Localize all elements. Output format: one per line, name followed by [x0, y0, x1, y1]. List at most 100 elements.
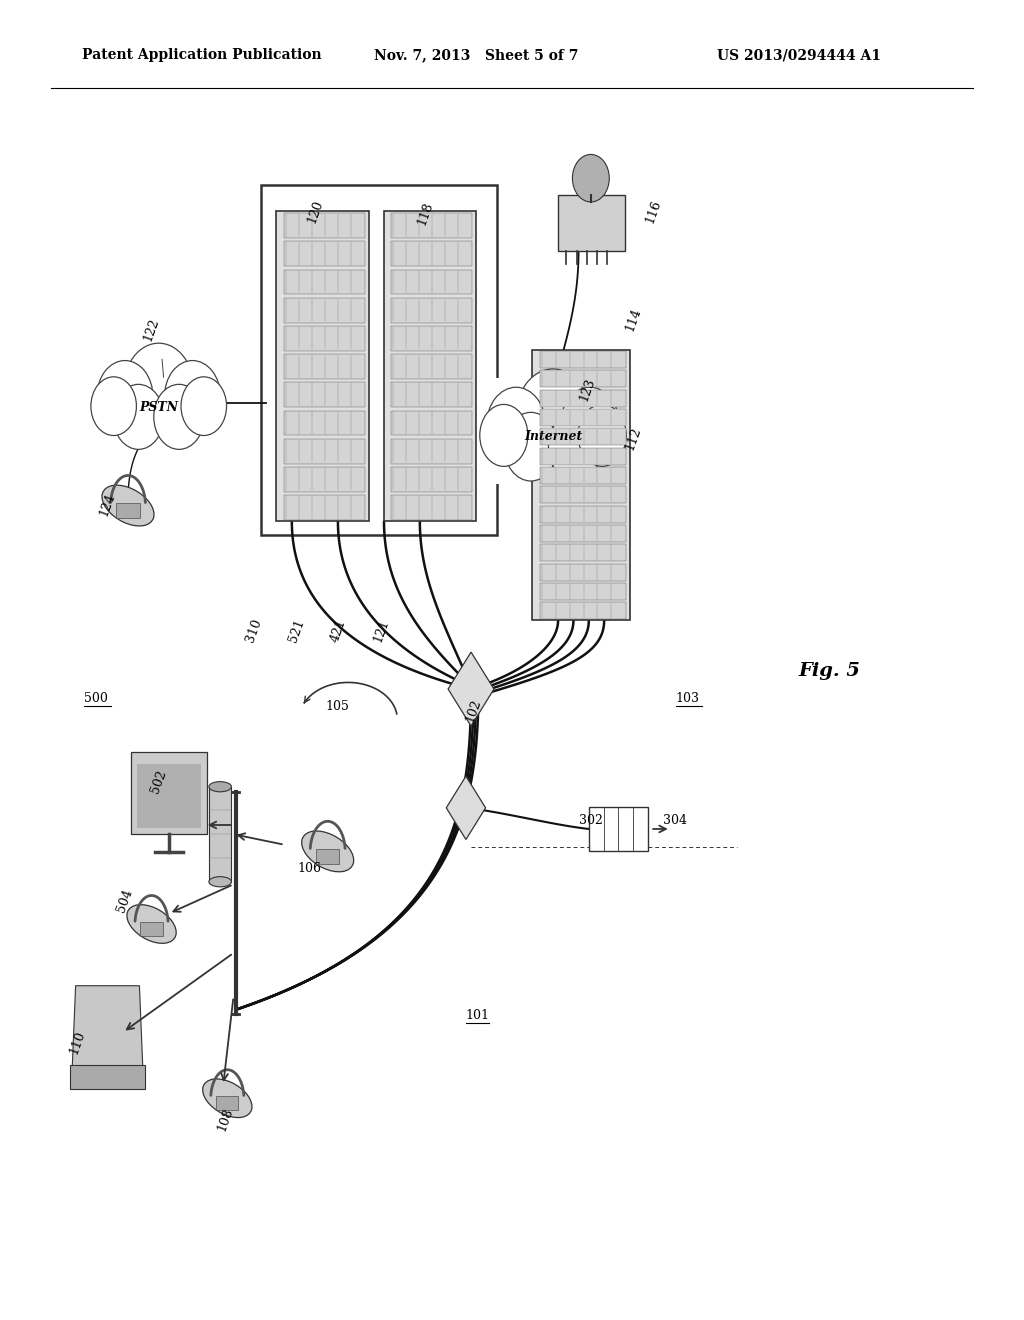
- Bar: [541, 371, 626, 388]
- Bar: [391, 269, 472, 294]
- Bar: [261, 185, 497, 535]
- Text: US 2013/0294444 A1: US 2013/0294444 A1: [717, 49, 881, 62]
- Text: 103: 103: [676, 692, 699, 705]
- Circle shape: [154, 384, 204, 449]
- Text: PSTN: PSTN: [139, 401, 178, 414]
- Bar: [284, 269, 365, 294]
- Text: 114: 114: [623, 306, 643, 333]
- Bar: [391, 495, 472, 520]
- Bar: [391, 213, 472, 238]
- Bar: [541, 487, 626, 503]
- Bar: [117, 503, 139, 517]
- Text: 120: 120: [305, 198, 326, 224]
- Text: 421: 421: [328, 618, 348, 644]
- Bar: [532, 350, 630, 620]
- Bar: [284, 383, 365, 407]
- Text: 521: 521: [287, 618, 307, 644]
- Text: 105: 105: [326, 700, 349, 713]
- Circle shape: [480, 404, 527, 466]
- Circle shape: [124, 343, 194, 433]
- Bar: [284, 354, 365, 379]
- Bar: [541, 409, 626, 426]
- Bar: [391, 326, 472, 351]
- Bar: [391, 242, 472, 267]
- Bar: [541, 564, 626, 581]
- Bar: [541, 506, 626, 523]
- Bar: [541, 429, 626, 445]
- Bar: [541, 389, 626, 407]
- Bar: [558, 195, 625, 251]
- Circle shape: [165, 360, 220, 433]
- Text: 108: 108: [215, 1106, 236, 1133]
- Circle shape: [572, 154, 609, 202]
- Bar: [391, 383, 472, 407]
- Text: 504: 504: [115, 887, 135, 913]
- Circle shape: [516, 368, 590, 465]
- Circle shape: [549, 412, 602, 480]
- Text: 101: 101: [466, 1008, 489, 1022]
- Text: Nov. 7, 2013   Sheet 5 of 7: Nov. 7, 2013 Sheet 5 of 7: [374, 49, 579, 62]
- Text: Fig. 5: Fig. 5: [799, 661, 861, 680]
- Bar: [541, 447, 626, 465]
- Bar: [541, 544, 626, 561]
- Circle shape: [504, 412, 557, 480]
- Text: 106: 106: [297, 862, 322, 875]
- Bar: [391, 411, 472, 436]
- Bar: [137, 764, 201, 828]
- Circle shape: [91, 376, 136, 436]
- Polygon shape: [73, 986, 142, 1067]
- Ellipse shape: [203, 1078, 252, 1118]
- Circle shape: [579, 404, 626, 466]
- Text: 118: 118: [415, 201, 435, 227]
- Bar: [140, 921, 163, 936]
- Text: 123: 123: [577, 376, 597, 403]
- Text: 124: 124: [97, 491, 118, 517]
- Bar: [284, 213, 365, 238]
- Bar: [216, 1096, 239, 1110]
- Text: 116: 116: [643, 198, 664, 224]
- Bar: [316, 849, 339, 865]
- Bar: [276, 211, 369, 521]
- Bar: [284, 467, 365, 492]
- Bar: [284, 298, 365, 322]
- Text: Patent Application Publication: Patent Application Publication: [82, 49, 322, 62]
- Bar: [541, 602, 626, 619]
- Bar: [131, 752, 207, 834]
- Text: 110: 110: [67, 1030, 87, 1056]
- Bar: [391, 298, 472, 322]
- Polygon shape: [449, 652, 494, 726]
- Circle shape: [560, 387, 620, 463]
- Bar: [589, 807, 648, 851]
- Circle shape: [97, 360, 153, 433]
- Bar: [284, 242, 365, 267]
- Text: 310: 310: [244, 618, 264, 644]
- Circle shape: [181, 376, 226, 436]
- Bar: [391, 354, 472, 379]
- Bar: [541, 583, 626, 601]
- Bar: [541, 467, 626, 484]
- Text: 500: 500: [84, 692, 108, 705]
- Bar: [541, 525, 626, 543]
- Bar: [391, 467, 472, 492]
- Bar: [70, 1065, 145, 1089]
- Text: 122: 122: [141, 317, 162, 343]
- Ellipse shape: [209, 781, 231, 792]
- Text: 112: 112: [623, 425, 643, 451]
- Bar: [541, 351, 626, 368]
- Bar: [485, 378, 621, 484]
- Ellipse shape: [302, 832, 353, 871]
- Circle shape: [114, 384, 164, 449]
- Bar: [284, 438, 365, 463]
- Ellipse shape: [209, 876, 231, 887]
- Bar: [96, 351, 221, 453]
- Bar: [284, 411, 365, 436]
- Ellipse shape: [127, 904, 176, 944]
- Bar: [391, 438, 472, 463]
- Text: 502: 502: [148, 768, 169, 795]
- Text: 304: 304: [663, 813, 686, 826]
- Text: 121: 121: [371, 618, 391, 644]
- Text: Internet: Internet: [524, 430, 582, 444]
- Bar: [284, 495, 365, 520]
- Ellipse shape: [102, 486, 154, 525]
- Text: 302: 302: [579, 813, 602, 826]
